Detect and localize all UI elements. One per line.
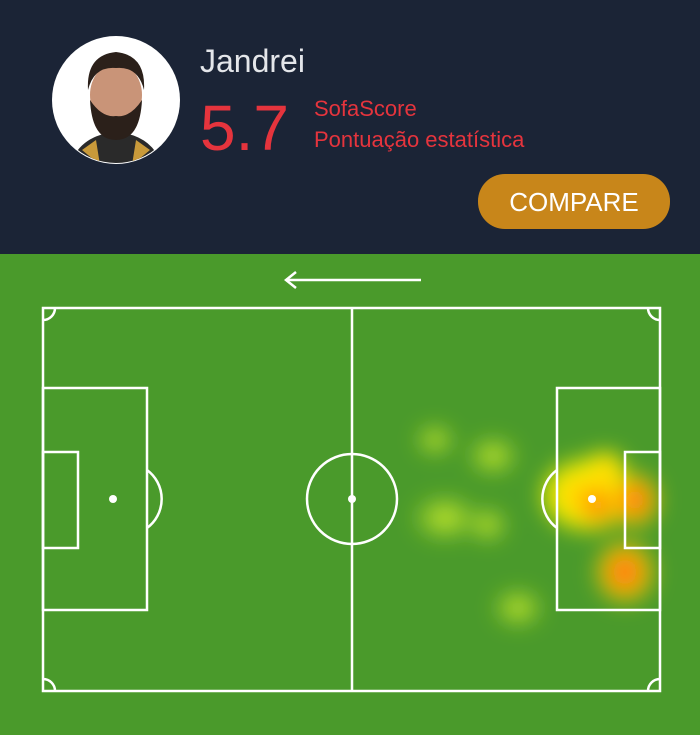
- player-rating: 5.7: [200, 92, 289, 164]
- rating-source: SofaScore: [314, 96, 417, 121]
- player-avatar: [52, 36, 180, 164]
- rating-label: Pontuação estatística: [314, 127, 525, 152]
- pitch-lines: [41, 306, 662, 693]
- attack-direction-arrow: [283, 271, 421, 289]
- heatmap: [409, 422, 663, 630]
- compare-button[interactable]: COMPARE: [478, 174, 670, 229]
- pitch-spots: [109, 495, 596, 503]
- player-name: Jandrei: [200, 43, 305, 79]
- compare-button-label[interactable]: COMPARE: [509, 187, 639, 217]
- compare-button-background[interactable]: [478, 174, 670, 229]
